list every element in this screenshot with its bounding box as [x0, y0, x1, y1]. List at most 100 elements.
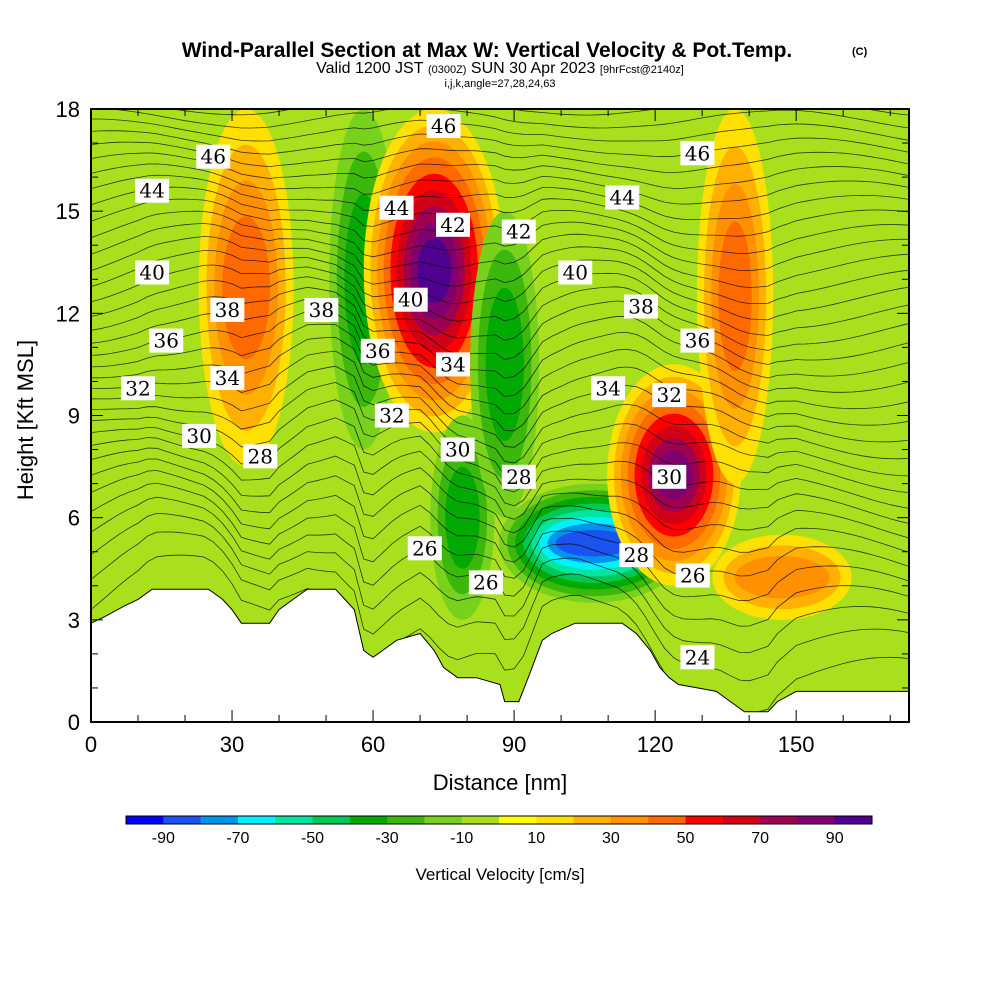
contour-label-text: 24	[685, 645, 710, 669]
contour-label: 40	[393, 287, 428, 312]
contour-label: 38	[624, 294, 659, 319]
contour-label-text: 36	[365, 339, 390, 363]
contour-label: 42	[435, 212, 470, 237]
contour-label-text: 38	[215, 298, 240, 322]
x-tick-label: 30	[220, 732, 244, 757]
terrain-mask	[91, 588, 909, 722]
colorbar-tick-label: 10	[527, 830, 545, 847]
contour-label-text: 40	[562, 260, 587, 284]
colorbar	[125, 815, 873, 825]
contour-label-box	[591, 376, 626, 401]
contour-label-box	[210, 366, 245, 391]
contour-label-box	[435, 352, 470, 377]
theta-contour-line	[91, 236, 909, 304]
y-tick-label: 15	[56, 199, 80, 224]
y-tick-label: 0	[68, 710, 80, 735]
contour-label: 46	[426, 114, 461, 139]
colorbar-bin	[573, 816, 612, 824]
theta-contour-line	[91, 118, 909, 142]
colorbar-frame	[125, 815, 873, 825]
contour-label-box	[379, 195, 414, 220]
colorbar-tick-label: -10	[450, 830, 473, 847]
colorbar-bin	[349, 816, 388, 824]
theta-contour-line	[91, 531, 909, 682]
contour-label-box	[501, 219, 536, 244]
contour-label-box	[393, 287, 428, 312]
y-tick-label: 12	[56, 301, 80, 326]
theta-contour-line	[91, 250, 909, 321]
velocity-band-level	[718, 221, 752, 372]
colorbar-bin	[797, 816, 836, 824]
contour-label: 28	[619, 543, 654, 568]
contour-label-text: 36	[153, 329, 178, 353]
velocity-band-level	[555, 529, 633, 557]
colorbar-bin	[237, 816, 276, 824]
contour-label-box	[304, 297, 339, 322]
contour-label-box	[501, 464, 536, 489]
theta-contour-line	[91, 417, 909, 509]
contour-label-text: 34	[595, 376, 620, 400]
contour-label-box	[360, 338, 395, 363]
contour-label-box	[680, 328, 715, 353]
contour-label: 26	[407, 536, 442, 561]
contour-label-text: 44	[610, 186, 635, 210]
contour-label: 28	[243, 444, 278, 469]
contour-label-text: 42	[440, 213, 465, 237]
contour-label: 36	[680, 328, 715, 353]
contour-label-text: 46	[431, 114, 456, 138]
contour-label-box	[135, 260, 170, 285]
theta-contour-line	[91, 264, 909, 336]
contour-label-text: 26	[412, 536, 437, 560]
contour-label-text: 40	[398, 288, 423, 312]
y-tick-label: 18	[56, 97, 80, 122]
theta-contour-line	[91, 381, 909, 479]
contour-label-box	[426, 114, 461, 139]
theta-contour-line	[91, 323, 909, 415]
theta-contour-line	[91, 174, 909, 220]
contour-label-text: 44	[384, 196, 409, 220]
colorbar-tick-labels: -90 -70 -50 -30 -10 10 30 50 70 90	[152, 830, 844, 847]
x-axis-label: Distance [nm]	[433, 770, 568, 795]
contour-label-box	[680, 141, 715, 166]
colorbar-tick-label: -30	[376, 830, 399, 847]
y-tick-label: 9	[68, 404, 80, 429]
contour-label-text: 42	[506, 220, 531, 244]
contour-label: 34	[210, 366, 245, 391]
contour-label-box	[440, 437, 475, 462]
contour-label: 46	[680, 141, 715, 166]
colorbar-bin	[610, 816, 649, 824]
contour-label: 46	[196, 144, 231, 169]
contour-label: 44	[135, 178, 170, 203]
x-tick-label: 150	[778, 732, 815, 757]
contour-label-box	[374, 403, 409, 428]
contour-label-box	[652, 464, 687, 489]
contour-label-box	[149, 328, 184, 353]
contour-label-box	[624, 294, 659, 319]
velocity-band-level	[445, 466, 480, 569]
colorbar-tick-label: 70	[751, 830, 769, 847]
valid-date: SUN 30 Apr 2023	[471, 60, 596, 77]
contour-label: 40	[135, 260, 170, 285]
theta-contour-line	[91, 399, 909, 493]
contour-label: 32	[374, 403, 409, 428]
contour-label-text: 36	[685, 329, 710, 353]
contour-label-text: 38	[309, 298, 334, 322]
contour-label: 32	[652, 383, 687, 408]
colorbar-bin	[275, 816, 313, 824]
x-tick-label: 90	[502, 732, 526, 757]
contour-label: 30	[182, 423, 217, 448]
contour-label-box	[680, 645, 715, 670]
x-tick-label: 0	[85, 732, 97, 757]
colorbar-bin	[387, 816, 425, 824]
colorbar-bin	[499, 816, 537, 824]
chart-title-block: Wind-Parallel Section at Max W: Vertical…	[182, 39, 868, 90]
contour-label-text: 26	[680, 564, 705, 588]
theta-contour-line	[91, 186, 909, 237]
theta-contour-line	[91, 310, 909, 397]
contour-label: 28	[501, 464, 536, 489]
contour-label: 38	[210, 297, 245, 322]
colorbar-bin	[722, 816, 761, 824]
theta-contour-line	[91, 163, 909, 205]
x-axis: 0 30 60 90 120 150	[85, 109, 891, 757]
colorbar-bin	[685, 816, 724, 824]
